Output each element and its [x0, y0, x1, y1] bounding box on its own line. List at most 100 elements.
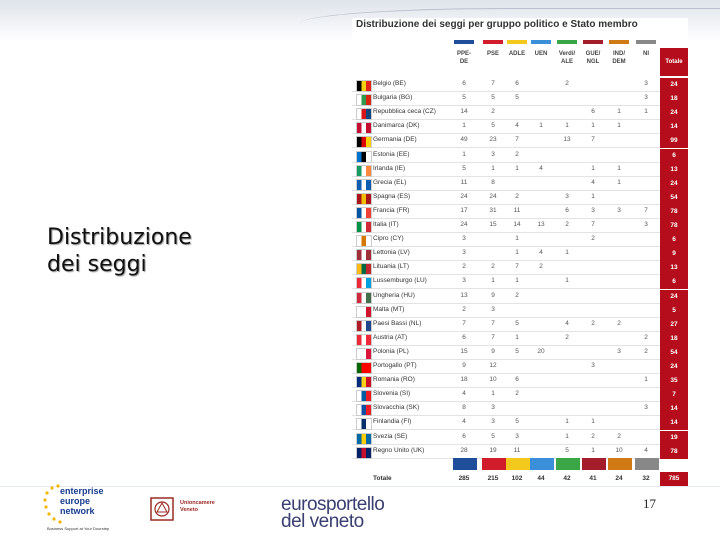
row-total: 14: [660, 402, 688, 417]
country-name: Lussemburgo (LU): [373, 277, 427, 285]
seat-count: 18: [460, 376, 468, 384]
seat-count: 1: [565, 249, 569, 257]
table-row: Polonia (PL) 15 9 5 20 3 2 54: [352, 345, 688, 360]
country-flag-icon: [356, 221, 372, 233]
table-title: Distribuzione dei seggi per gruppo polit…: [356, 19, 638, 30]
country-flag-icon: [356, 319, 372, 332]
seat-count: 2: [644, 333, 648, 341]
country-name: Finlandia (FI): [373, 418, 412, 426]
country-flag-icon: [356, 333, 372, 346]
country-flag-icon: [356, 376, 372, 389]
unioncamere-logo-icon: [150, 497, 174, 521]
seat-count: 4: [539, 249, 543, 257]
seat-count: 5: [515, 347, 519, 355]
row-total: 99: [660, 134, 688, 149]
table-row: Bulgaria (BG) 5 5 5 3 18: [352, 92, 688, 107]
row-total: 7: [660, 388, 688, 403]
seat-count: 3: [644, 80, 648, 87]
seat-count: 2: [491, 263, 495, 271]
seat-count: 1: [462, 122, 466, 130]
seat-count: 4: [565, 319, 569, 327]
country-name: Paesi Bassi (NL): [373, 319, 422, 327]
column-color-bar: [583, 40, 603, 44]
country-name: Portogallo (PT): [373, 362, 417, 369]
country-name: Danimarca (DK): [373, 122, 420, 130]
seat-distribution-table: Distribuzione dei seggi per gruppo polit…: [352, 18, 688, 488]
table-row: Grecia (EL) 11 8 4 1 24: [352, 176, 688, 191]
seat-count: 4: [462, 390, 466, 398]
column-color-bar: [557, 40, 577, 44]
country-flag-icon: [356, 249, 372, 262]
seat-count: 5: [491, 122, 495, 130]
seat-count: 17: [460, 206, 468, 214]
table-row: Portogallo (PT) 9 12 3 24: [352, 360, 688, 374]
een-line1: enterprise: [60, 486, 104, 496]
country-flag-icon: [356, 108, 372, 121]
seat-count: 3: [462, 249, 466, 257]
country-flag-icon: [356, 94, 372, 107]
country-flag-icon: [356, 192, 372, 205]
seat-count: 6: [462, 80, 466, 87]
country-flag-icon: [356, 150, 372, 163]
seat-count: 24: [460, 221, 468, 228]
country-flag-icon: [356, 164, 372, 177]
seat-count: 9: [491, 291, 495, 299]
country-flag-icon: [356, 291, 372, 304]
country-name: Spagna (ES): [373, 192, 411, 200]
table-row: Paesi Bassi (NL) 7 7 5 4 2 2 27: [352, 317, 688, 332]
seat-count: 11: [513, 206, 521, 214]
country-flag-icon: [356, 122, 372, 135]
table-row: Cipro (CY) 3 1 2 6: [352, 233, 688, 248]
seat-count: 3: [591, 206, 595, 214]
seat-count: 8: [462, 404, 466, 412]
seat-count: 2: [591, 432, 595, 440]
seat-count: 5: [462, 164, 466, 172]
seat-count: 5: [515, 418, 519, 426]
es-line2: del veneto: [281, 511, 364, 532]
column-header: ADLE: [508, 51, 526, 57]
es-line1: eurosportello: [281, 494, 385, 515]
seat-count: 1: [491, 277, 495, 285]
row-total: 78: [660, 219, 688, 233]
column-color-footer: [635, 458, 659, 470]
seat-count: 1: [515, 164, 519, 172]
seat-count: 5: [565, 446, 569, 454]
een-tagline: Business Support at Your Doorstep: [47, 526, 110, 531]
column-color-footer: [482, 458, 506, 470]
seat-count: 2: [515, 291, 519, 299]
column-color-bar: [483, 40, 503, 44]
country-name: Italia (IT): [373, 221, 399, 228]
column-color-footer: [530, 458, 554, 470]
country-flag-icon: [356, 446, 372, 459]
seat-count: 1: [617, 108, 621, 116]
een-line2: europe: [60, 496, 91, 506]
row-total: 54: [660, 190, 688, 205]
seat-count: 2: [515, 390, 519, 398]
seat-count: 5: [462, 94, 466, 102]
seat-count: 10: [489, 376, 497, 384]
group-total: 102: [511, 475, 523, 482]
seat-count: 4: [539, 164, 543, 172]
country-name: Estonia (EE): [373, 150, 410, 158]
column-color-bar: [531, 40, 551, 44]
row-total: 18: [660, 92, 688, 107]
seat-count: 4: [644, 446, 648, 454]
country-flag-icon: [356, 235, 372, 248]
unioncamere-wordmark: Unioncamere Veneto: [180, 500, 215, 514]
seat-count: 3: [591, 362, 595, 369]
country-flag-icon: [356, 305, 372, 318]
row-total: 13: [660, 162, 688, 177]
table-row: Francia (FR) 17 31 11 6 3 3 7 78: [352, 204, 688, 219]
seat-count: 7: [515, 263, 519, 271]
group-total: 41: [589, 475, 597, 482]
column-color-bar: [507, 40, 527, 44]
slide-title: Distribuzione dei seggi: [47, 224, 307, 278]
row-total: 6: [660, 275, 688, 290]
seat-count: 14: [460, 108, 468, 116]
seat-count: 20: [537, 347, 545, 355]
seat-count: 1: [617, 122, 621, 130]
country-name: Grecia (EL): [373, 178, 407, 186]
een-logo-icon: [43, 484, 62, 524]
row-total: 24: [660, 176, 688, 191]
group-total: 24: [615, 475, 623, 482]
